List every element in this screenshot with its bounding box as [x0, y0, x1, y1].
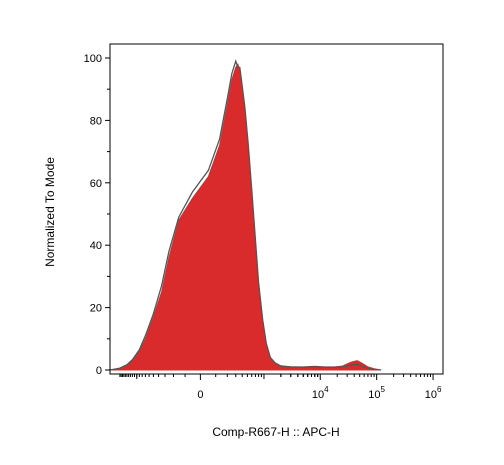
y-axis-title: Normalized To Mode: [43, 157, 57, 267]
x-axis: 0 104 105 106: [119, 374, 442, 401]
x-tick-label: 106: [425, 385, 442, 401]
x-tick-label: 0: [197, 389, 203, 401]
x-axis-title: Comp-R667-H :: APC-H: [212, 425, 339, 439]
y-tick-label: 40: [90, 240, 102, 252]
x-tick-label: 104: [312, 385, 329, 401]
plot-frame: [109, 43, 444, 375]
y-tick-label: 80: [90, 115, 102, 127]
histogram-outline-series: [109, 59, 382, 371]
x-tick-label: 105: [368, 385, 385, 401]
y-tick-label: 60: [90, 178, 102, 190]
series-layer: [109, 59, 382, 371]
y-tick-label: 20: [90, 303, 102, 315]
y-tick-label: 0: [96, 365, 102, 377]
y-axis: 0 20 40 60 80 100: [84, 53, 110, 377]
y-tick-label: 100: [84, 53, 102, 65]
